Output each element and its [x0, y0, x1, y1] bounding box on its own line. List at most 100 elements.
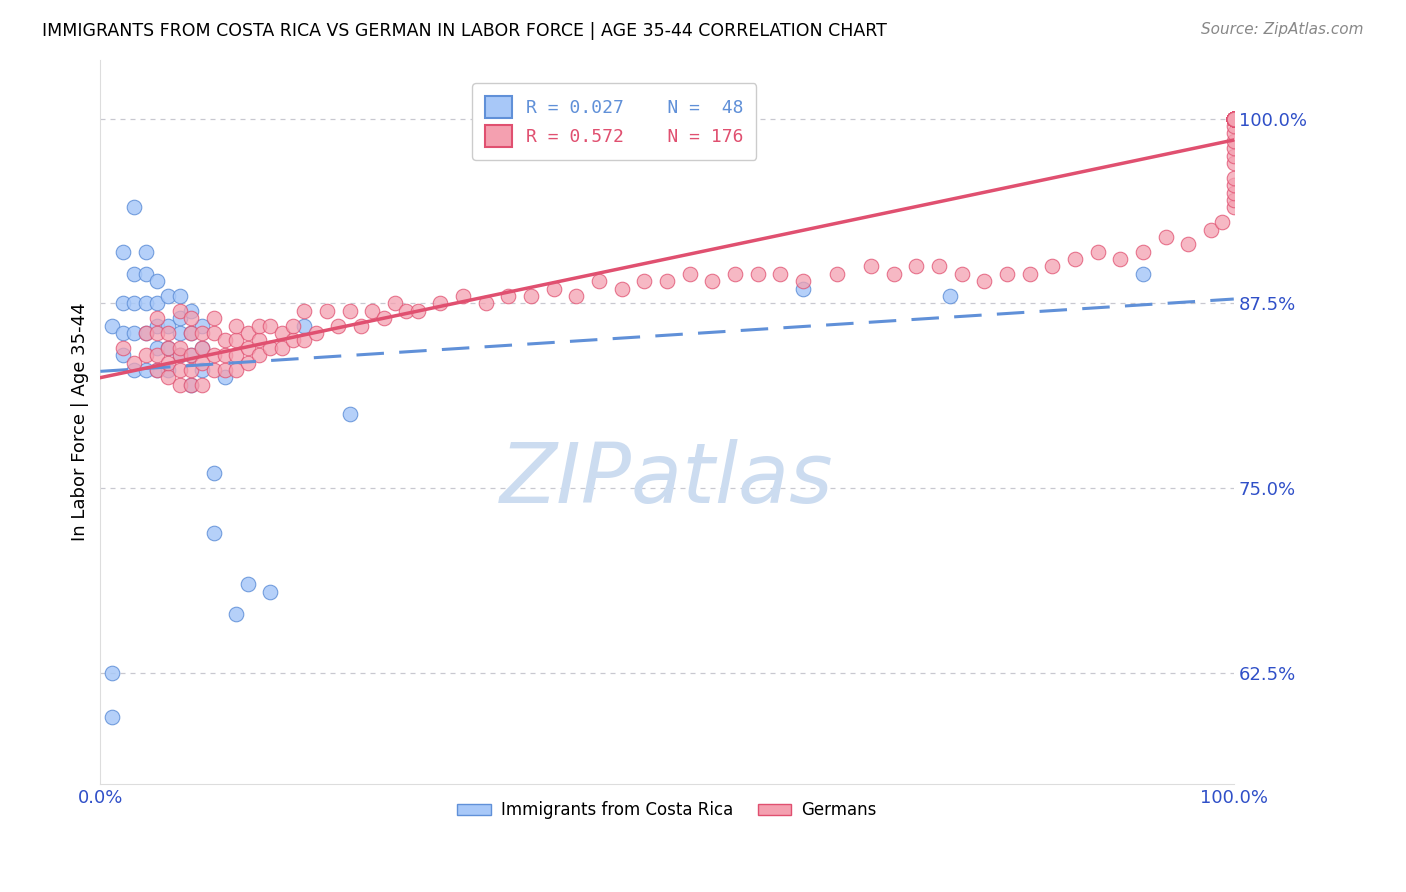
Legend: Immigrants from Costa Rica, Germans: Immigrants from Costa Rica, Germans	[451, 795, 883, 826]
Point	[565, 289, 588, 303]
Point	[1223, 112, 1246, 126]
Point	[1223, 112, 1246, 126]
Point	[747, 267, 769, 281]
Point	[1223, 112, 1246, 126]
Point	[1223, 112, 1246, 126]
Point	[146, 296, 169, 310]
Point	[225, 348, 247, 362]
Point	[202, 363, 225, 377]
Point	[1223, 112, 1246, 126]
Point	[180, 377, 202, 392]
Point	[1109, 252, 1132, 266]
Point	[135, 348, 157, 362]
Point	[350, 318, 373, 333]
Point	[1223, 112, 1246, 126]
Point	[1223, 112, 1246, 126]
Point	[135, 296, 157, 310]
Point	[180, 326, 202, 340]
Point	[1223, 200, 1246, 214]
Point	[270, 341, 292, 355]
Point	[1223, 112, 1246, 126]
Point	[825, 267, 848, 281]
Point	[1223, 112, 1246, 126]
Point	[259, 318, 281, 333]
Point	[111, 348, 134, 362]
Point	[1223, 112, 1246, 126]
Point	[146, 274, 169, 288]
Point	[950, 267, 973, 281]
Point	[1223, 112, 1246, 126]
Point	[1223, 112, 1246, 126]
Point	[146, 326, 169, 340]
Point	[135, 267, 157, 281]
Point	[191, 341, 214, 355]
Point	[1223, 112, 1246, 126]
Point	[373, 311, 395, 326]
Point	[247, 348, 270, 362]
Point	[214, 334, 236, 348]
Point	[157, 363, 180, 377]
Point	[1223, 112, 1246, 126]
Point	[236, 355, 259, 369]
Point	[180, 363, 202, 377]
Point	[1223, 112, 1246, 126]
Point	[1223, 112, 1246, 126]
Point	[180, 377, 202, 392]
Point	[1223, 112, 1246, 126]
Point	[474, 296, 496, 310]
Point	[1223, 112, 1246, 126]
Point	[236, 326, 259, 340]
Y-axis label: In Labor Force | Age 35-44: In Labor Force | Age 35-44	[72, 302, 89, 541]
Point	[180, 348, 202, 362]
Point	[236, 341, 259, 355]
Point	[1223, 112, 1246, 126]
Point	[1223, 112, 1246, 126]
Point	[1223, 112, 1246, 126]
Point	[655, 274, 678, 288]
Point	[1223, 112, 1246, 126]
Point	[1223, 112, 1246, 126]
Point	[292, 334, 315, 348]
Point	[146, 363, 169, 377]
Point	[1223, 112, 1246, 126]
Point	[769, 267, 792, 281]
Point	[191, 318, 214, 333]
Text: IMMIGRANTS FROM COSTA RICA VS GERMAN IN LABOR FORCE | AGE 35-44 CORRELATION CHAR: IMMIGRANTS FROM COSTA RICA VS GERMAN IN …	[42, 22, 887, 40]
Point	[1223, 112, 1246, 126]
Point	[225, 607, 247, 621]
Point	[124, 326, 146, 340]
Point	[939, 289, 962, 303]
Point	[146, 311, 169, 326]
Point	[169, 348, 191, 362]
Point	[1223, 112, 1246, 126]
Point	[135, 326, 157, 340]
Point	[191, 326, 214, 340]
Point	[1223, 112, 1246, 126]
Point	[1223, 112, 1246, 126]
Point	[100, 665, 122, 680]
Point	[361, 303, 384, 318]
Point	[202, 326, 225, 340]
Point	[157, 355, 180, 369]
Point	[1223, 112, 1246, 126]
Point	[328, 318, 350, 333]
Point	[247, 318, 270, 333]
Point	[1223, 156, 1246, 170]
Point	[928, 260, 950, 274]
Point	[202, 467, 225, 481]
Point	[157, 289, 180, 303]
Point	[1223, 112, 1246, 126]
Point	[202, 348, 225, 362]
Point	[259, 341, 281, 355]
Point	[214, 363, 236, 377]
Point	[236, 577, 259, 591]
Point	[180, 326, 202, 340]
Point	[1223, 112, 1246, 126]
Point	[1132, 244, 1154, 259]
Point	[169, 348, 191, 362]
Point	[1177, 237, 1199, 252]
Point	[339, 407, 361, 421]
Point	[1223, 112, 1246, 126]
Point	[225, 363, 247, 377]
Point	[135, 326, 157, 340]
